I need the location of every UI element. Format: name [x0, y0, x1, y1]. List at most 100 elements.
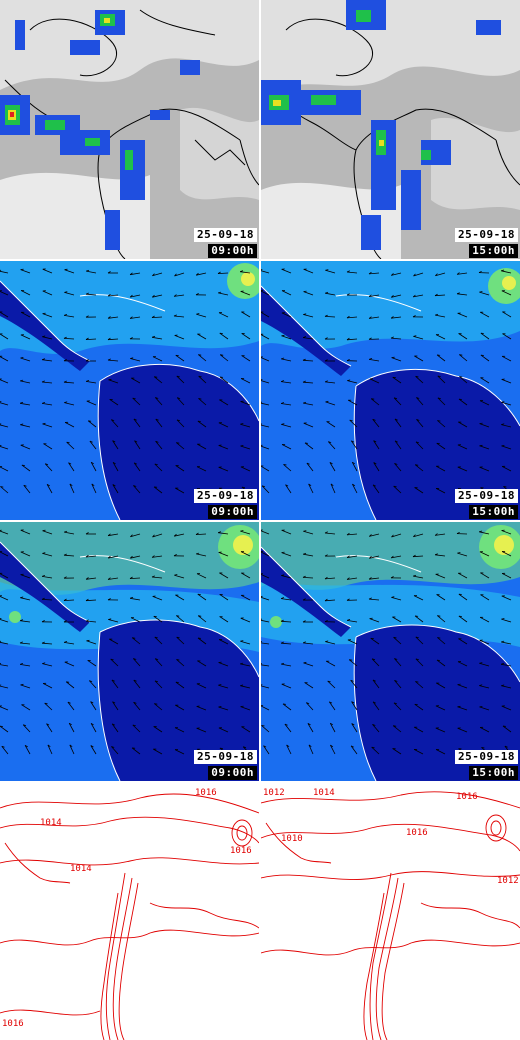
wind-arrow-head	[88, 420, 92, 422]
wind-arrow	[261, 573, 270, 579]
wind-arrow-head	[129, 596, 134, 599]
wind-arrow-head	[239, 270, 244, 273]
wind-arrow	[369, 533, 380, 537]
wind-arrow	[281, 312, 292, 318]
wind-arrow	[240, 617, 251, 623]
wind-arrow-head	[133, 701, 137, 704]
wind-arrow-head	[390, 336, 394, 339]
wind-arrow	[175, 354, 185, 362]
wind-arrow	[261, 380, 270, 384]
wind-arrow	[479, 445, 490, 450]
wind-arrow-head	[176, 636, 180, 639]
wind-arrow-head	[173, 554, 177, 557]
wind-arrow-head	[306, 702, 310, 704]
wind-arrow-head	[330, 722, 334, 726]
wind-arrow	[174, 533, 185, 537]
isobar-label: 1016	[2, 1019, 24, 1029]
wind-arrow	[328, 701, 336, 711]
wind-arrow-head	[325, 291, 329, 294]
wind-arrow-head	[0, 269, 2, 271]
wind-arrow	[458, 333, 468, 340]
wind-arrow	[283, 464, 292, 472]
wind-arrow-head	[240, 423, 244, 425]
wind-arrow	[20, 684, 31, 689]
time-label: 15:00h	[469, 505, 518, 519]
wind-arrow-head	[413, 534, 416, 537]
wind-arrow	[412, 555, 424, 558]
wind-arrow	[480, 594, 490, 601]
wind-arrow	[111, 746, 119, 755]
wind-arrow-head	[308, 744, 312, 748]
wind-arrow	[501, 641, 512, 645]
wind-arrow-head	[346, 532, 350, 536]
wind-arrow	[133, 658, 141, 667]
wind-arrow-head	[280, 402, 285, 404]
wind-arrow	[391, 316, 402, 319]
wind-arrow	[20, 357, 31, 362]
wind-arrow	[89, 680, 97, 689]
wind-arrow	[479, 685, 490, 689]
wind-arrow	[285, 484, 292, 494]
wind-arrow	[261, 664, 270, 667]
wind-arrow-head	[111, 419, 115, 421]
wind-arrow-head	[373, 440, 377, 443]
wind-arrow	[303, 402, 314, 406]
wind-arrow-head	[368, 577, 372, 580]
wind-arrow-head	[327, 680, 331, 683]
wind-arrow-head	[134, 440, 138, 443]
wind-arrow	[284, 723, 292, 733]
wind-arrow-head	[132, 724, 136, 727]
wind-arrow	[414, 464, 424, 472]
wind-arrow	[391, 357, 402, 362]
wind-arrow-head	[19, 663, 24, 665]
wind-arrow	[175, 465, 185, 472]
wind-arrow-head	[134, 462, 138, 465]
wind-arrow-head	[390, 555, 394, 559]
wind-arrow	[46, 723, 53, 733]
wind-arrow	[347, 555, 358, 558]
wind-arrow	[369, 294, 380, 297]
wind-arrow-head	[368, 316, 372, 319]
wind-arrow	[307, 723, 314, 733]
wind-arrow	[280, 642, 292, 645]
wind-arrow	[349, 419, 358, 428]
wind-arrow-head	[176, 375, 180, 378]
wind-arrow	[393, 637, 402, 645]
wind-arrow-head	[349, 659, 353, 661]
wind-arrow	[502, 311, 512, 318]
wind-arrow-head	[19, 641, 23, 644]
wind-arrow	[63, 599, 75, 601]
wind-arrow	[130, 533, 141, 538]
wind-arrow	[303, 530, 314, 535]
wind-arrow-head	[132, 637, 136, 639]
wind-arrow	[502, 725, 512, 733]
wind-arrow	[437, 420, 446, 428]
wind-arrow	[0, 333, 9, 340]
wind-arrow-head	[261, 444, 263, 446]
wind-arrow-head	[302, 380, 306, 383]
wind-arrow	[369, 555, 380, 559]
wind-arrow	[480, 332, 490, 340]
wind-arrow	[302, 359, 314, 362]
wind-arrow	[0, 595, 9, 601]
wind-arrow-head	[66, 681, 70, 683]
wind-arrow-head	[501, 445, 505, 447]
wind-arrow-head	[280, 597, 285, 599]
wind-arrow-head	[240, 705, 244, 707]
wind-arrow	[281, 444, 292, 450]
wind-arrow	[372, 679, 380, 689]
wind-arrow	[20, 269, 31, 274]
wind-arrow	[217, 272, 229, 274]
wind-arrow	[371, 746, 380, 755]
wind-arrow	[436, 442, 446, 450]
wind-arrow	[63, 554, 75, 557]
wind-arrow-head	[261, 595, 263, 597]
wind-arrow	[218, 466, 229, 472]
wind-arrow	[261, 357, 270, 362]
wind-arrow	[218, 312, 229, 318]
wind-arrow-head	[394, 680, 398, 682]
wind-arrow-head	[112, 461, 116, 465]
wind-arrow	[501, 355, 512, 362]
wind-arrow	[64, 642, 75, 645]
wind-arrow-head	[195, 293, 199, 296]
